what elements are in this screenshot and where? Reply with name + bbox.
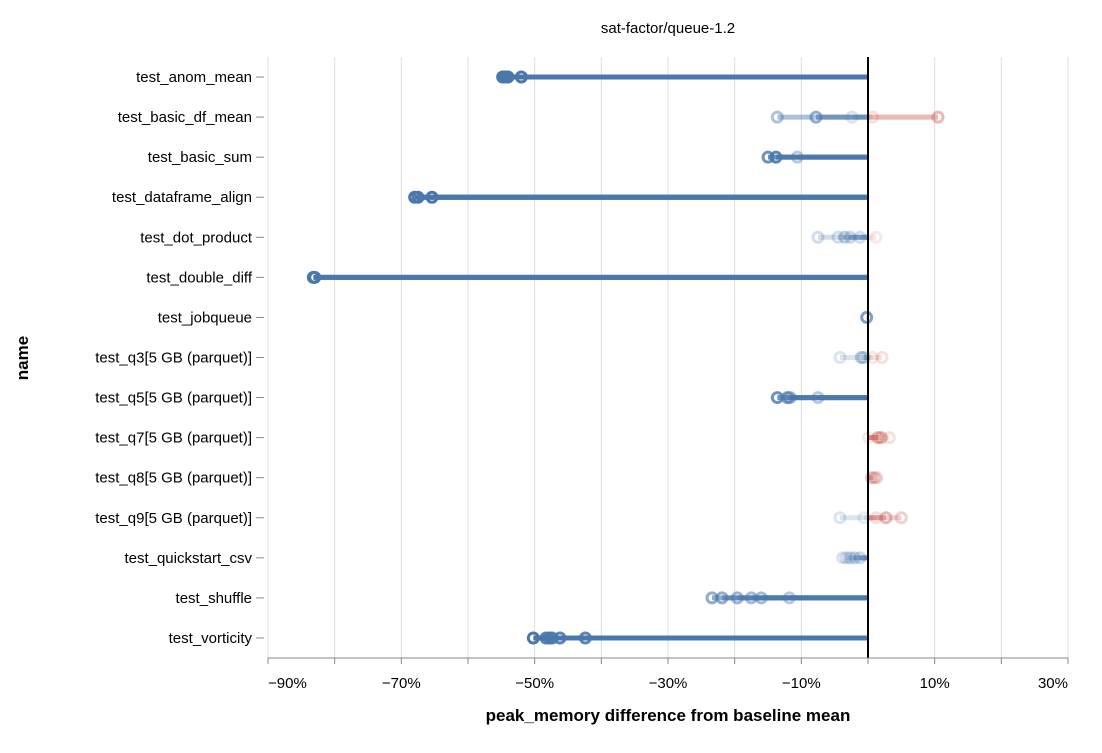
y-axis: test_anom_mean test_basic_df_mean test_bas…: [95, 69, 264, 647]
category-marks: [860, 310, 874, 324]
data-point: [845, 110, 859, 124]
y-tick-label: test_double_diff: [146, 269, 252, 286]
data-point: [839, 551, 853, 565]
data-point: [809, 110, 823, 124]
x-axis: −90% −70% −50% −30% −10% 10% 30%: [267, 657, 1069, 692]
data-point: [854, 351, 868, 364]
data-point: [553, 631, 567, 645]
data-point: [514, 70, 528, 84]
y-tick-label: test_q3[5 GB (parquet)]: [95, 350, 252, 367]
y-tick-label: test_anom_mean: [136, 69, 252, 86]
category-marks: [833, 351, 889, 364]
y-tick-label: test_q7[5 GB (parquet)]: [95, 430, 252, 447]
x-tick-label: 30%: [1038, 675, 1068, 692]
y-axis-title: name: [13, 336, 32, 380]
chart-title: sat-factor/queue-1.2: [601, 20, 735, 37]
data-point: [790, 150, 804, 164]
data-point: [578, 631, 592, 645]
category-marks: [836, 551, 868, 565]
data-point: [875, 351, 889, 364]
y-tick-label: test_dot_product: [140, 229, 253, 246]
data-point: [853, 230, 867, 244]
data-point: [715, 591, 729, 605]
y-tick-label: test_vorticity: [169, 630, 253, 647]
data-point: [730, 591, 744, 605]
category-marks: [496, 70, 868, 84]
x-tick-label: −10%: [782, 675, 821, 692]
data-point: [761, 150, 775, 164]
data-point: [770, 110, 784, 124]
data-point: [769, 150, 783, 164]
x-tick-label: 10%: [920, 675, 950, 692]
data-point: [833, 351, 847, 364]
x-tick-label: −30%: [649, 675, 688, 692]
y-tick-label: test_quickstart_csv: [124, 550, 252, 567]
data-point: [931, 110, 945, 124]
data-point: [831, 230, 845, 244]
x-tick-label: −70%: [382, 675, 421, 692]
y-tick-label: test_q8[5 GB (parquet)]: [95, 470, 252, 487]
category-marks: [833, 511, 908, 525]
category-marks: [526, 631, 868, 645]
data-point: [811, 391, 825, 405]
x-tick-label: −90%: [268, 675, 307, 692]
data-point: [754, 591, 768, 605]
x-tick-label: −50%: [515, 675, 554, 692]
y-tick-label: test_q5[5 GB (parquet)]: [95, 390, 252, 407]
data-point: [526, 631, 540, 645]
category-marks: [761, 150, 868, 164]
data-point: [882, 431, 896, 445]
category-marks: [705, 591, 868, 605]
data-point: [864, 471, 878, 485]
gridlines: [267, 57, 1069, 658]
y-tick-label: test_jobqueue: [158, 309, 252, 326]
data-point: [848, 551, 862, 565]
data-point: [308, 270, 322, 284]
data-point: [425, 190, 439, 204]
data-point: [894, 511, 908, 525]
data-point: [843, 551, 857, 565]
data-point: [871, 431, 885, 445]
data-point: [869, 230, 883, 244]
data-point: [501, 70, 515, 84]
category-marks: [306, 270, 868, 284]
data-point: [853, 551, 867, 565]
data-point: [782, 591, 796, 605]
data-point: [811, 230, 825, 244]
data-point: [879, 511, 893, 525]
data-point: [838, 230, 852, 244]
y-tick-label: test_dataframe_align: [112, 189, 252, 206]
y-tick-label: test_basic_sum: [148, 149, 252, 166]
category-marks: [770, 110, 945, 124]
y-tick-label: test_basic_df_mean: [118, 109, 252, 126]
y-tick-label: test_q9[5 GB (parquet)]: [95, 510, 252, 527]
data-point: [836, 551, 850, 565]
x-axis-title: peak_memory difference from baseline mea…: [486, 706, 851, 725]
data-point: [860, 310, 874, 324]
data-point: [874, 431, 888, 445]
data-point: [833, 511, 847, 525]
data-marks: [306, 70, 945, 645]
data-point: [843, 230, 857, 244]
data-point: [783, 391, 797, 405]
data-point: [870, 471, 884, 485]
category-marks: [811, 230, 883, 244]
data-point: [869, 511, 883, 525]
data-point: [545, 631, 559, 645]
category-marks: [770, 391, 868, 405]
data-point: [411, 190, 425, 204]
y-tick-label: test_shuffle: [176, 590, 252, 607]
category-marks: [408, 190, 868, 204]
